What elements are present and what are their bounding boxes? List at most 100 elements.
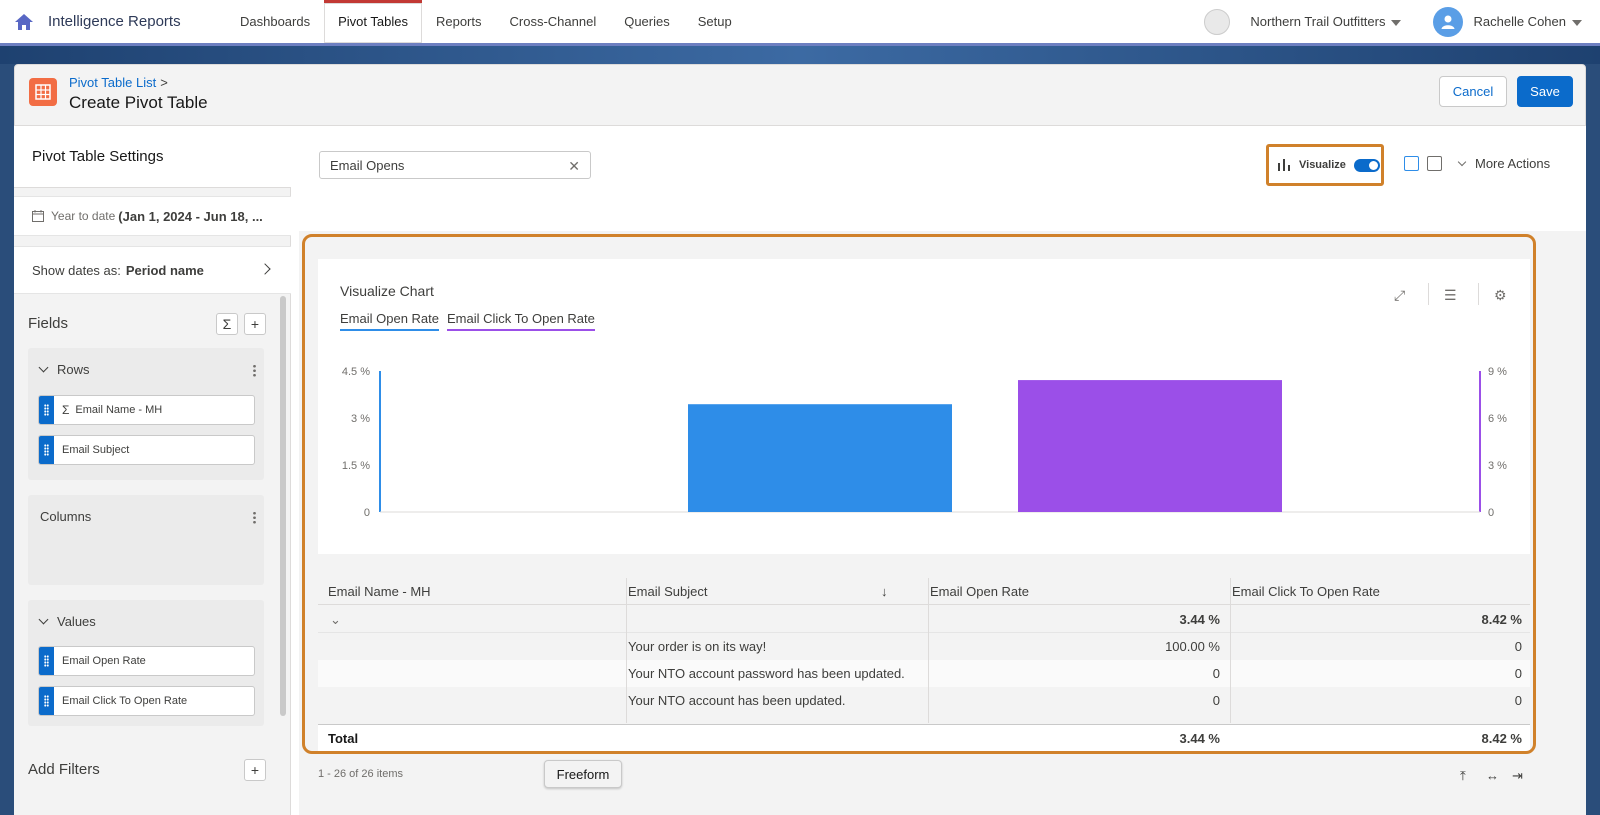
home-icon[interactable] [0, 0, 48, 43]
y-left-tick-label: 3 % [351, 413, 370, 425]
gear-icon[interactable]: ⚙ [1494, 287, 1507, 303]
top-navigation: Intelligence Reports Dashboards Pivot Ta… [0, 0, 1600, 46]
cell-ctor: 0 [1514, 666, 1522, 681]
value-field-ctor[interactable]: Email Click To Open Rate [38, 686, 255, 716]
sort-desc-icon[interactable]: ↓ [881, 584, 888, 599]
close-icon[interactable]: ✕ [568, 158, 580, 174]
app-name: Intelligence Reports [48, 13, 181, 30]
tab-dashboards[interactable]: Dashboards [240, 14, 311, 29]
chevron-down-icon [38, 362, 49, 373]
show-dates-setting[interactable]: Show dates as: Period name [14, 246, 291, 294]
drag-handle-icon[interactable] [39, 396, 54, 424]
table-row: Your NTO account password has been updat… [318, 660, 1530, 687]
chevron-down-icon [1457, 157, 1467, 166]
collapse-rows-icon[interactable]: ⤒ [1460, 768, 1466, 783]
field-label: Email Name - MH [75, 404, 163, 416]
visualize-label: Visualize [1299, 159, 1346, 171]
show-dates-label: Show dates as: [32, 262, 121, 278]
cell-open-rate: 0 [1212, 693, 1220, 708]
values-section: Values Email Open Rate Email Click To Op… [28, 600, 264, 726]
items-count: 1 - 26 of 26 items [318, 768, 403, 780]
search-input[interactable]: Email Opens ✕ [319, 151, 591, 179]
date-label: Year to date [51, 209, 116, 223]
divider [1428, 283, 1429, 305]
value-field-open-rate[interactable]: Email Open Rate [38, 646, 255, 676]
chart-title: Visualize Chart [340, 283, 434, 299]
sigma-icon: Σ [62, 403, 70, 417]
table-row: Your order is on its way! 100.00 % 0 [318, 633, 1530, 660]
breadcrumb: Pivot Table List > [69, 75, 168, 90]
table-row: ⌄ 3.44 % 8.42 % [318, 606, 1530, 633]
user-avatar[interactable] [1433, 6, 1464, 37]
add-filter-icon[interactable]: + [244, 759, 266, 781]
date-range-selector[interactable]: Year to date (Jan 1, 2024 - Jun 18, ... [14, 196, 291, 236]
layout-view-icon[interactable] [1404, 156, 1419, 171]
sidebar-title: Pivot Table Settings [32, 148, 164, 165]
chevron-down-icon[interactable]: ⌄ [330, 611, 341, 627]
header-email-open-rate[interactable]: Email Open Rate [930, 584, 1029, 599]
breadcrumb-link[interactable]: Pivot Table List [69, 75, 157, 90]
pivot-table-icon [29, 78, 57, 106]
collapse-columns-icon[interactable]: ⇥ [1512, 768, 1523, 783]
table-total-row: Total 3.44 % 8.42 % [318, 724, 1530, 751]
cell-open-rate: 3.44 % [1179, 612, 1220, 627]
drag-handle-icon[interactable] [39, 647, 54, 675]
drag-handle-icon[interactable] [39, 436, 54, 464]
user-menu[interactable]: Rachelle Cohen [1473, 14, 1582, 29]
cell-open-rate: 100.00 % [1165, 639, 1220, 654]
fields-heading: Fields [28, 315, 69, 332]
legend-email-ctor[interactable]: Email Click To Open Rate [447, 311, 595, 331]
settings-sidebar: Pivot Table Settings Year to date (Jan 1… [14, 126, 291, 815]
field-label: Email Open Rate [62, 655, 146, 667]
cancel-button[interactable]: Cancel [1439, 76, 1507, 107]
add-field-icon[interactable]: + [244, 313, 266, 335]
tab-pivot-tables[interactable]: Pivot Tables [324, 0, 422, 43]
visualize-toggle[interactable] [1353, 158, 1380, 172]
y-right-tick-label: 9 % [1488, 366, 1507, 378]
tab-reports[interactable]: Reports [435, 14, 482, 29]
rows-label: Rows [57, 362, 90, 377]
expand-icon[interactable]: ⤢ [1394, 287, 1406, 303]
tab-queries[interactable]: Queries [624, 14, 670, 29]
cell-open-rate: 0 [1212, 666, 1220, 681]
sidebar-scrollbar[interactable] [280, 296, 286, 716]
sigma-icon[interactable]: Σ [216, 313, 238, 335]
sidebar-header: Pivot Table Settings [14, 126, 291, 188]
sort-icon[interactable]: ☰ [1444, 287, 1457, 303]
header-email-subject[interactable]: Email Subject [628, 584, 708, 599]
drag-handle-icon[interactable] [39, 687, 54, 715]
y-right-tick-label: 6 % [1488, 413, 1507, 425]
header-email-ctor[interactable]: Email Click To Open Rate [1232, 584, 1380, 599]
more-vertical-icon[interactable] [253, 511, 256, 524]
date-value: (Jan 1, 2024 - Jun 18, ... [118, 208, 263, 224]
y-left-tick-label: 1.5 % [342, 460, 370, 472]
chevron-down-icon [1572, 20, 1582, 26]
total-ctor: 8.42 % [1481, 731, 1522, 746]
rows-header[interactable]: Rows [38, 362, 90, 377]
chevron-right-icon [259, 263, 271, 275]
user-name: Rachelle Cohen [1473, 14, 1566, 29]
more-actions-button[interactable]: More Actions [1457, 156, 1550, 171]
y-left-tick-label: 4.5 % [342, 366, 370, 378]
y-right-tick-label: 3 % [1488, 460, 1507, 472]
values-header[interactable]: Values [38, 614, 96, 629]
save-button[interactable]: Save [1517, 76, 1573, 107]
row-field-email-name[interactable]: Σ Email Name - MH [38, 395, 255, 425]
cell-subject: Your NTO account has been updated. [628, 693, 846, 708]
tab-setup[interactable]: Setup [697, 14, 732, 29]
columns-section: Columns [28, 495, 264, 585]
expand-columns-icon[interactable]: ↔ [1486, 768, 1499, 783]
legend-email-open-rate[interactable]: Email Open Rate [340, 311, 439, 331]
table-view-icon[interactable] [1427, 156, 1442, 171]
tab-cross-channel[interactable]: Cross-Channel [509, 14, 597, 29]
bar-email-open-rate [688, 404, 952, 512]
org-switcher[interactable]: Northern Trail Outfitters [1250, 14, 1402, 29]
more-vertical-icon[interactable] [253, 364, 256, 377]
column-divider [928, 578, 929, 723]
add-filters-heading: Add Filters [28, 761, 100, 778]
chevron-down-icon [1391, 20, 1402, 26]
header-email-name[interactable]: Email Name - MH [328, 584, 431, 599]
breadcrumb-separator: > [160, 75, 168, 90]
values-label: Values [57, 614, 96, 629]
row-field-email-subject[interactable]: Email Subject [38, 435, 255, 465]
